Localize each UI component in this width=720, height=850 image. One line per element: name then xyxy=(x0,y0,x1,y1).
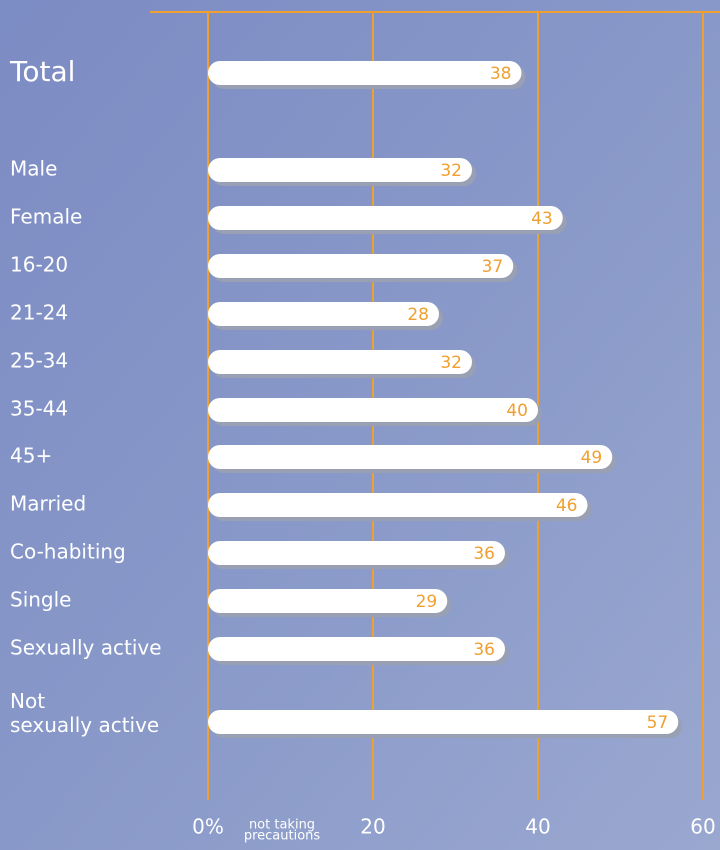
value-label: 46 xyxy=(556,496,578,516)
value-label: 37 xyxy=(482,257,504,277)
value-label: 40 xyxy=(506,401,528,421)
bar xyxy=(208,350,472,374)
category-label: Co-habiting xyxy=(10,540,126,564)
value-label: 29 xyxy=(416,592,438,612)
category-label: 45+ xyxy=(10,444,52,468)
bar xyxy=(208,589,448,613)
value-label: 36 xyxy=(473,544,495,564)
bar xyxy=(208,206,563,230)
category-label: Sexually active xyxy=(10,636,162,660)
x-tick-label: 20 xyxy=(360,815,385,839)
category-label: Not sexually active xyxy=(10,689,159,737)
category-label: 16-20 xyxy=(10,253,68,277)
x-tick-label: 0% xyxy=(192,815,224,839)
bar xyxy=(208,398,538,422)
bar xyxy=(208,445,613,469)
value-label: 38 xyxy=(490,64,512,84)
category-label: Female xyxy=(10,205,82,229)
category-label: 25-34 xyxy=(10,349,68,373)
bar xyxy=(208,710,679,734)
category-label: Single xyxy=(10,588,71,612)
category-label: Male xyxy=(10,157,57,181)
x-tick-label: 60 xyxy=(690,815,715,839)
value-label: 43 xyxy=(531,209,553,229)
value-label: 32 xyxy=(440,161,462,181)
bar xyxy=(208,158,472,182)
value-label: 36 xyxy=(473,640,495,660)
bar xyxy=(208,61,522,85)
value-label: 32 xyxy=(440,353,462,373)
category-label: Total xyxy=(9,55,75,88)
bar xyxy=(208,637,505,661)
value-label: 28 xyxy=(407,305,429,325)
value-label: 57 xyxy=(647,713,669,733)
category-label: Married xyxy=(10,492,86,516)
category-label: 35-44 xyxy=(10,397,68,421)
x-axis-label: not taking precautions xyxy=(244,817,321,843)
bar xyxy=(208,254,514,278)
value-label: 49 xyxy=(581,448,603,468)
bar xyxy=(208,302,439,326)
x-tick-label: 40 xyxy=(525,815,550,839)
category-label: 21-24 xyxy=(10,301,68,325)
bar xyxy=(208,541,505,565)
bar xyxy=(208,493,588,517)
